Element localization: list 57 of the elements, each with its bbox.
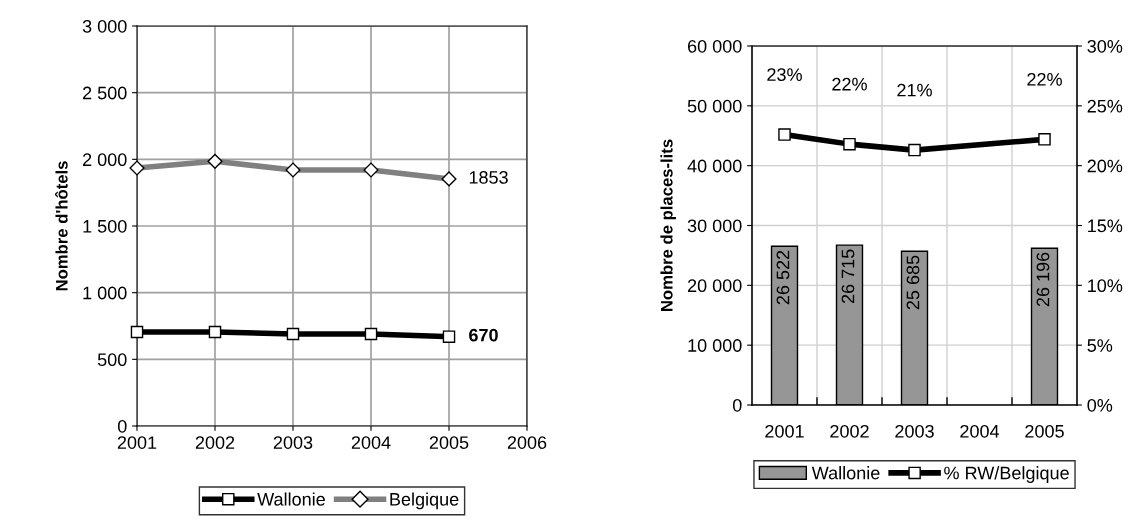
y2-tick-label: 10% <box>1088 279 1123 293</box>
y-tick-label: 20 000 <box>687 279 742 293</box>
point <box>442 330 456 343</box>
x-tick-label: 2006 <box>507 436 547 449</box>
y-tick-label: 30 000 <box>687 219 742 233</box>
y-tick-label: 1 000 <box>83 286 127 300</box>
y-tick-label: 50 000 <box>687 99 742 113</box>
data-label: 25 685 <box>906 255 920 310</box>
x-tick-label: 2001 <box>765 424 804 438</box>
point <box>908 143 921 157</box>
legend-label: Belgique <box>390 492 459 510</box>
data-label: 26 715 <box>841 249 855 304</box>
point <box>286 327 300 341</box>
x-tick-label: 2002 <box>830 424 869 438</box>
y-tick-label: 2 000 <box>83 153 127 167</box>
point <box>843 137 856 151</box>
data-label: 670 <box>469 328 498 342</box>
data-label: 26 196 <box>1036 252 1050 307</box>
x-tick-label: 2005 <box>1025 424 1064 438</box>
y-tick-label: 1 500 <box>83 219 127 233</box>
data-label: 22% <box>832 77 867 91</box>
legend-label: Wallonie <box>811 466 880 480</box>
data-label: 1853 <box>469 170 508 184</box>
x-tick-label: 2005 <box>429 436 469 449</box>
x-tick-label: 2003 <box>895 424 934 438</box>
y2-tick-label: 5% <box>1087 339 1113 352</box>
point <box>1038 133 1051 146</box>
point <box>778 128 791 141</box>
data-label: 23% <box>767 68 802 81</box>
y-tick-label: 0 <box>732 398 742 412</box>
point <box>208 325 222 339</box>
y2-tick-label: 0% <box>1087 398 1113 412</box>
data-label: 22% <box>1027 72 1062 86</box>
y2-tick-label: 15% <box>1088 219 1123 233</box>
y-tick-label: 2 500 <box>83 86 127 100</box>
y-tick-label: 0 <box>117 419 127 433</box>
data-label: 21% <box>897 83 932 97</box>
y2-tick-label: 30% <box>1087 39 1123 53</box>
y-tick-label: 3 000 <box>82 19 127 33</box>
y-axis-title: Nombre d'hôtels <box>55 161 68 291</box>
y-tick-label: 500 <box>97 353 127 367</box>
legend-label: Wallonie <box>257 492 325 506</box>
y-tick-label: 40 000 <box>687 159 742 173</box>
x-tick-label: 2003 <box>273 436 313 449</box>
x-tick-label: 2004 <box>351 436 391 449</box>
y2-tick-label: 25% <box>1087 99 1123 113</box>
x-tick-label: 2001 <box>117 436 157 449</box>
y-axis-title: Nombre de places-lits <box>660 139 676 311</box>
point <box>364 327 378 341</box>
point <box>130 325 144 339</box>
x-tick-label: 2002 <box>195 436 235 449</box>
y-tick-label: 10 000 <box>688 339 742 352</box>
x-tick-label: 2004 <box>960 424 1000 438</box>
data-label: 26 522 <box>776 250 790 305</box>
y2-tick-label: 20% <box>1087 159 1123 173</box>
legend-label: % RW/Belgique <box>944 466 1069 483</box>
y-tick-label: 60 000 <box>687 39 742 53</box>
